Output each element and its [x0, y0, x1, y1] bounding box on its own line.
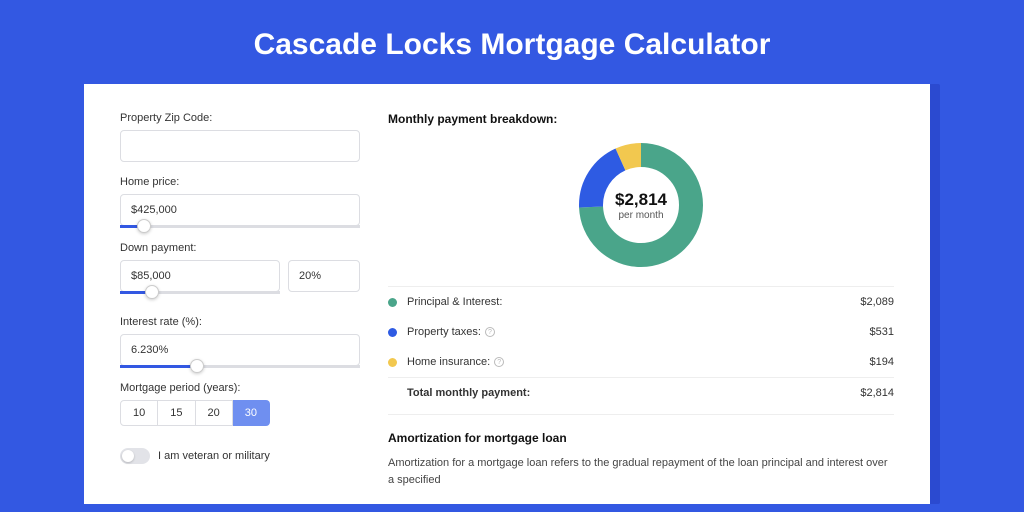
- veteran-toggle[interactable]: [120, 448, 150, 464]
- home-price-slider[interactable]: [120, 225, 360, 228]
- legend-value: $531: [870, 326, 894, 338]
- veteran-label: I am veteran or military: [158, 450, 270, 462]
- period-option-30[interactable]: 30: [233, 400, 270, 426]
- slider-thumb[interactable]: [145, 285, 159, 299]
- home-price-input[interactable]: $425,000: [120, 194, 360, 226]
- amortization-title: Amortization for mortgage loan: [388, 431, 894, 445]
- legend-dot: [388, 298, 397, 307]
- page-title: Cascade Locks Mortgage Calculator: [0, 0, 1024, 84]
- breakdown-title: Monthly payment breakdown:: [388, 112, 894, 126]
- legend: Principal & Interest:$2,089Property taxe…: [388, 286, 894, 408]
- donut-chart: $2,814 per month: [388, 136, 894, 286]
- form-column: Property Zip Code: Home price: $425,000 …: [120, 112, 360, 504]
- legend-row: Home insurance: ?$194: [388, 347, 894, 377]
- interest-slider[interactable]: [120, 365, 360, 368]
- home-price-label: Home price:: [120, 176, 360, 188]
- down-payment-input[interactable]: $85,000: [120, 260, 280, 292]
- info-icon[interactable]: ?: [485, 327, 495, 337]
- period-selector: 10152030: [120, 400, 360, 426]
- total-value: $2,814: [860, 387, 894, 399]
- donut-amount: $2,814: [615, 190, 667, 210]
- down-payment-label: Down payment:: [120, 242, 360, 254]
- interest-input[interactable]: 6.230%: [120, 334, 360, 366]
- info-icon[interactable]: ?: [494, 357, 504, 367]
- total-label: Total monthly payment:: [407, 387, 860, 399]
- period-option-15[interactable]: 15: [158, 400, 195, 426]
- interest-label: Interest rate (%):: [120, 316, 360, 328]
- period-option-10[interactable]: 10: [120, 400, 158, 426]
- calculator-card: Property Zip Code: Home price: $425,000 …: [84, 84, 930, 504]
- card-shadow: Property Zip Code: Home price: $425,000 …: [84, 84, 940, 504]
- legend-value: $2,089: [860, 296, 894, 308]
- toggle-knob: [122, 450, 134, 462]
- period-label: Mortgage period (years):: [120, 382, 360, 394]
- legend-value: $194: [870, 356, 894, 368]
- legend-label: Property taxes: ?: [407, 326, 870, 338]
- period-option-20[interactable]: 20: [196, 400, 233, 426]
- down-payment-slider[interactable]: [120, 291, 280, 294]
- legend-label: Principal & Interest:: [407, 296, 860, 308]
- breakdown-column: Monthly payment breakdown: $2,814 per mo…: [388, 112, 894, 504]
- down-payment-pct-input[interactable]: 20%: [288, 260, 360, 292]
- legend-row: Property taxes: ?$531: [388, 317, 894, 347]
- zip-label: Property Zip Code:: [120, 112, 360, 124]
- legend-dot: [388, 358, 397, 367]
- legend-total: Total monthly payment:$2,814: [388, 377, 894, 408]
- slider-thumb[interactable]: [190, 359, 204, 373]
- amortization-text: Amortization for a mortgage loan refers …: [388, 455, 894, 488]
- legend-row: Principal & Interest:$2,089: [388, 287, 894, 317]
- zip-input[interactable]: [120, 130, 360, 162]
- slider-thumb[interactable]: [137, 219, 151, 233]
- donut-sub: per month: [618, 210, 663, 221]
- legend-label: Home insurance: ?: [407, 356, 870, 368]
- legend-dot: [388, 328, 397, 337]
- amortization-section: Amortization for mortgage loan Amortizat…: [388, 414, 894, 488]
